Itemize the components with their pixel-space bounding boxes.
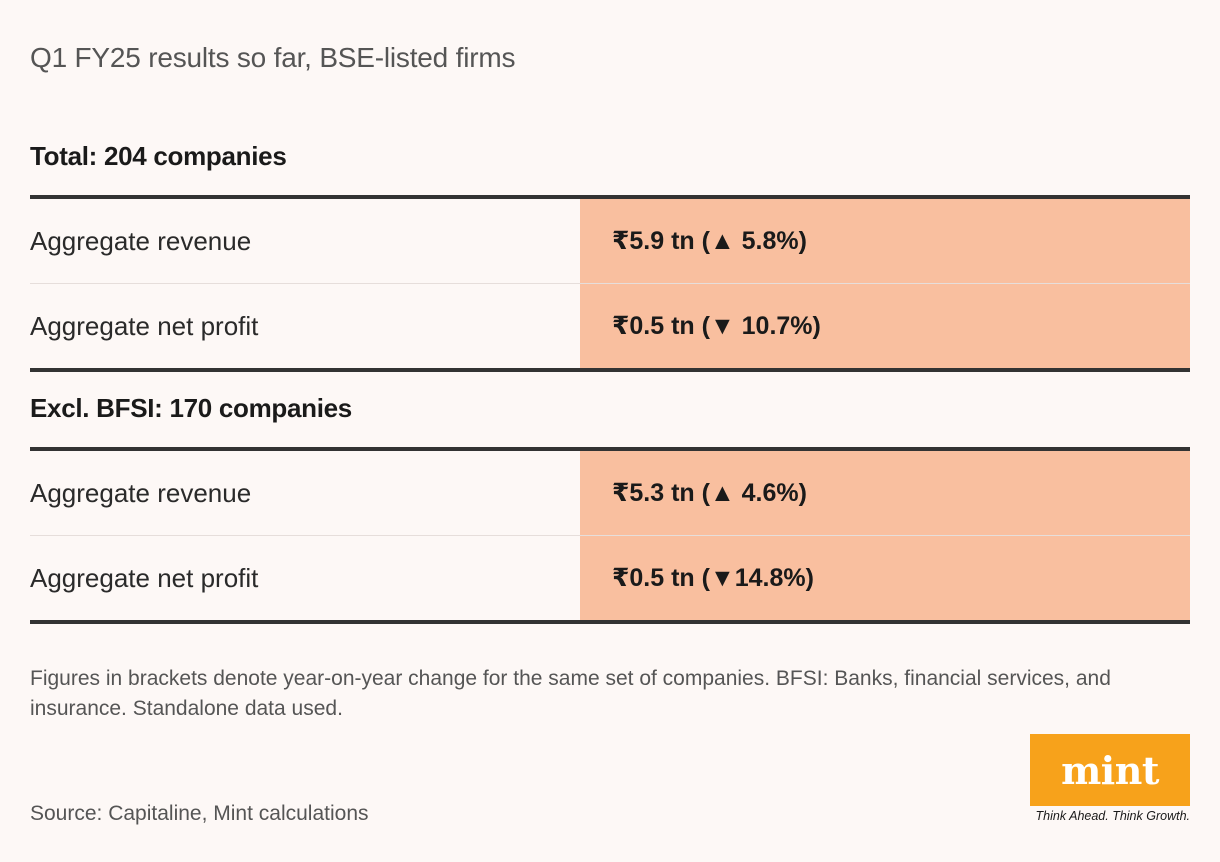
footnote: Figures in brackets denote year-on-year …	[30, 667, 1111, 720]
row-label: Aggregate net profit	[30, 562, 259, 593]
row-value: ₹0.5 tn (▼14.8%)	[580, 536, 1190, 620]
mint-logo: mint	[1030, 734, 1190, 806]
table-row: Aggregate revenue ₹5.3 tn (▲ 4.6%)	[30, 451, 1190, 535]
table-row: Aggregate net profit ₹0.5 tn (▼14.8%)	[30, 535, 1190, 620]
row-value: ₹5.9 tn (▲ 5.8%)	[580, 199, 1190, 283]
table-row: Aggregate revenue ₹5.9 tn (▲ 5.8%)	[30, 199, 1190, 283]
section-heading-excl-bfsi: Excl. BFSI: 170 companies	[30, 393, 352, 423]
table-row: Aggregate net profit ₹0.5 tn (▼ 10.7%)	[30, 283, 1190, 368]
table-excl-bfsi: Aggregate revenue ₹5.3 tn (▲ 4.6%) Aggre…	[30, 447, 1190, 624]
row-label: Aggregate revenue	[30, 477, 252, 508]
row-value: ₹0.5 tn (▼ 10.7%)	[580, 284, 1190, 368]
row-value: ₹5.3 tn (▲ 4.6%)	[580, 451, 1190, 535]
table-total: Aggregate revenue ₹5.9 tn (▲ 5.8%) Aggre…	[30, 195, 1190, 372]
logo-tagline: Think Ahead. Think Growth.	[1035, 809, 1190, 823]
row-label: Aggregate revenue	[30, 225, 252, 256]
chart-title: Q1 FY25 results so far, BSE-listed firms	[30, 42, 516, 73]
row-label: Aggregate net profit	[30, 310, 259, 341]
source-note: Source: Capitaline, Mint calculations	[30, 802, 369, 825]
logo-wordmark: mint	[1061, 747, 1159, 793]
section-heading-total: Total: 204 companies	[30, 141, 287, 171]
